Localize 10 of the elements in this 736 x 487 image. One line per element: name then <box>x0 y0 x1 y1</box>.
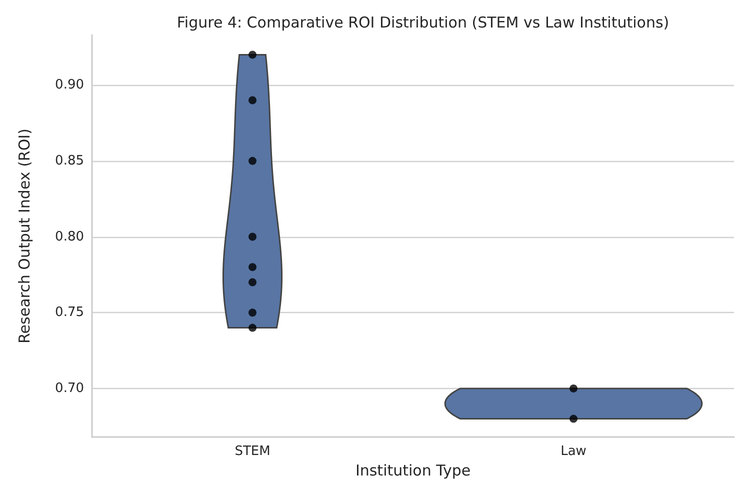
x-axis-title: Institution Type <box>355 462 471 480</box>
y-tick-label: 0.70 <box>55 380 84 396</box>
y-tick-label: 0.75 <box>55 305 84 320</box>
y-axis-title: Research Output Index (ROI) <box>16 128 34 344</box>
y-tick-label: 0.85 <box>55 153 84 168</box>
y-tick-label: 0.90 <box>55 78 84 93</box>
chart-title: Figure 4: Comparative ROI Distribution (STEM vs Law Institutions) <box>176 14 670 32</box>
x-tick-label: STEM <box>234 444 270 459</box>
x-tick-label: Law <box>560 444 587 459</box>
y-tick-label: 0.80 <box>55 229 84 244</box>
